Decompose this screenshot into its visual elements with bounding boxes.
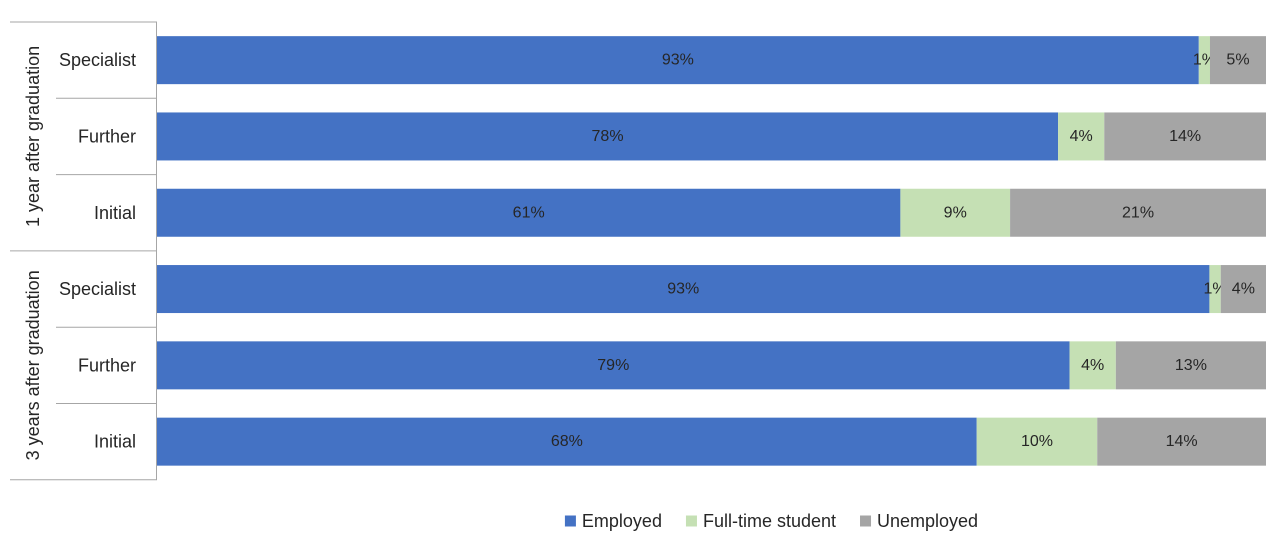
- legend-label-full-time-student: Full-time student: [703, 511, 836, 531]
- category-label-further: Further: [78, 355, 136, 375]
- data-label-employed: 93%: [662, 52, 694, 69]
- legend-swatch-full-time-student: [685, 515, 697, 527]
- data-label-full-time-student: 4%: [1070, 128, 1093, 145]
- legend-swatch-unemployed: [860, 515, 872, 527]
- bar-full-time-student-specialist: [1198, 36, 1210, 85]
- plot-area: 93% 1% 5%78% 4% 14%61% 9% 21%93% 1% 4%79% 4% 13%68…: [157, 36, 1266, 466]
- bar-full-time-student-specialist: [1209, 265, 1221, 314]
- bar-unemployed-initial: [1010, 188, 1266, 237]
- data-label-unemployed: 14%: [1169, 128, 1201, 145]
- category-label-specialist: Specialist: [59, 279, 136, 299]
- bar-unemployed-specialist: [1220, 265, 1266, 314]
- bar-full-time-student-initial: [900, 188, 1011, 237]
- group-label-3-years-after-graduation: 3 years after graduation: [23, 270, 43, 460]
- data-label-employed: 79%: [597, 357, 629, 374]
- bar-unemployed-initial: [1097, 417, 1266, 466]
- data-label-unemployed: 13%: [1175, 357, 1207, 374]
- legend-swatch-employed: [564, 515, 576, 527]
- legend-label-employed: Employed: [582, 511, 662, 531]
- data-label-unemployed: 21%: [1122, 204, 1154, 221]
- bar-unemployed-specialist: [1209, 36, 1266, 85]
- bar-full-time-student-initial: [976, 417, 1098, 466]
- data-label-full-time-student: 10%: [1021, 433, 1053, 450]
- data-label-employed: 61%: [513, 204, 545, 221]
- bar-employed-further: [157, 341, 1070, 390]
- bar-employed-initial: [157, 188, 901, 237]
- bar-full-time-student-further: [1058, 112, 1105, 161]
- data-label-full-time-student: 9%: [944, 204, 967, 221]
- data-label-employed: 68%: [551, 433, 583, 450]
- bar-employed-further: [157, 112, 1059, 161]
- bar-employed-specialist: [157, 36, 1199, 85]
- data-label-unemployed: 14%: [1166, 433, 1198, 450]
- data-label-full-time-student: 4%: [1081, 357, 1104, 374]
- category-label-further: Further: [78, 126, 136, 146]
- category-label-specialist: Specialist: [59, 50, 136, 70]
- category-axis: 1 year after graduation 3 years after gra…: [10, 21, 157, 481]
- data-label-unemployed: 5%: [1226, 52, 1249, 69]
- group-label-1-year-after-graduation: 1 year after graduation: [23, 46, 43, 227]
- bar-employed-initial: [157, 417, 977, 466]
- legend: Employed Full-time student Unemployed: [564, 511, 978, 531]
- bar-full-time-student-further: [1069, 341, 1116, 390]
- category-label-initial: Initial: [94, 432, 136, 452]
- bar-employed-specialist: [157, 265, 1210, 314]
- data-label-employed: 93%: [667, 281, 699, 298]
- category-label-initial: Initial: [94, 203, 136, 223]
- bar-unemployed-further: [1104, 112, 1266, 161]
- bar-unemployed-further: [1115, 341, 1266, 390]
- data-label-employed: 78%: [592, 128, 624, 145]
- legend-label-unemployed: Unemployed: [877, 511, 978, 531]
- data-label-unemployed: 4%: [1232, 281, 1255, 298]
